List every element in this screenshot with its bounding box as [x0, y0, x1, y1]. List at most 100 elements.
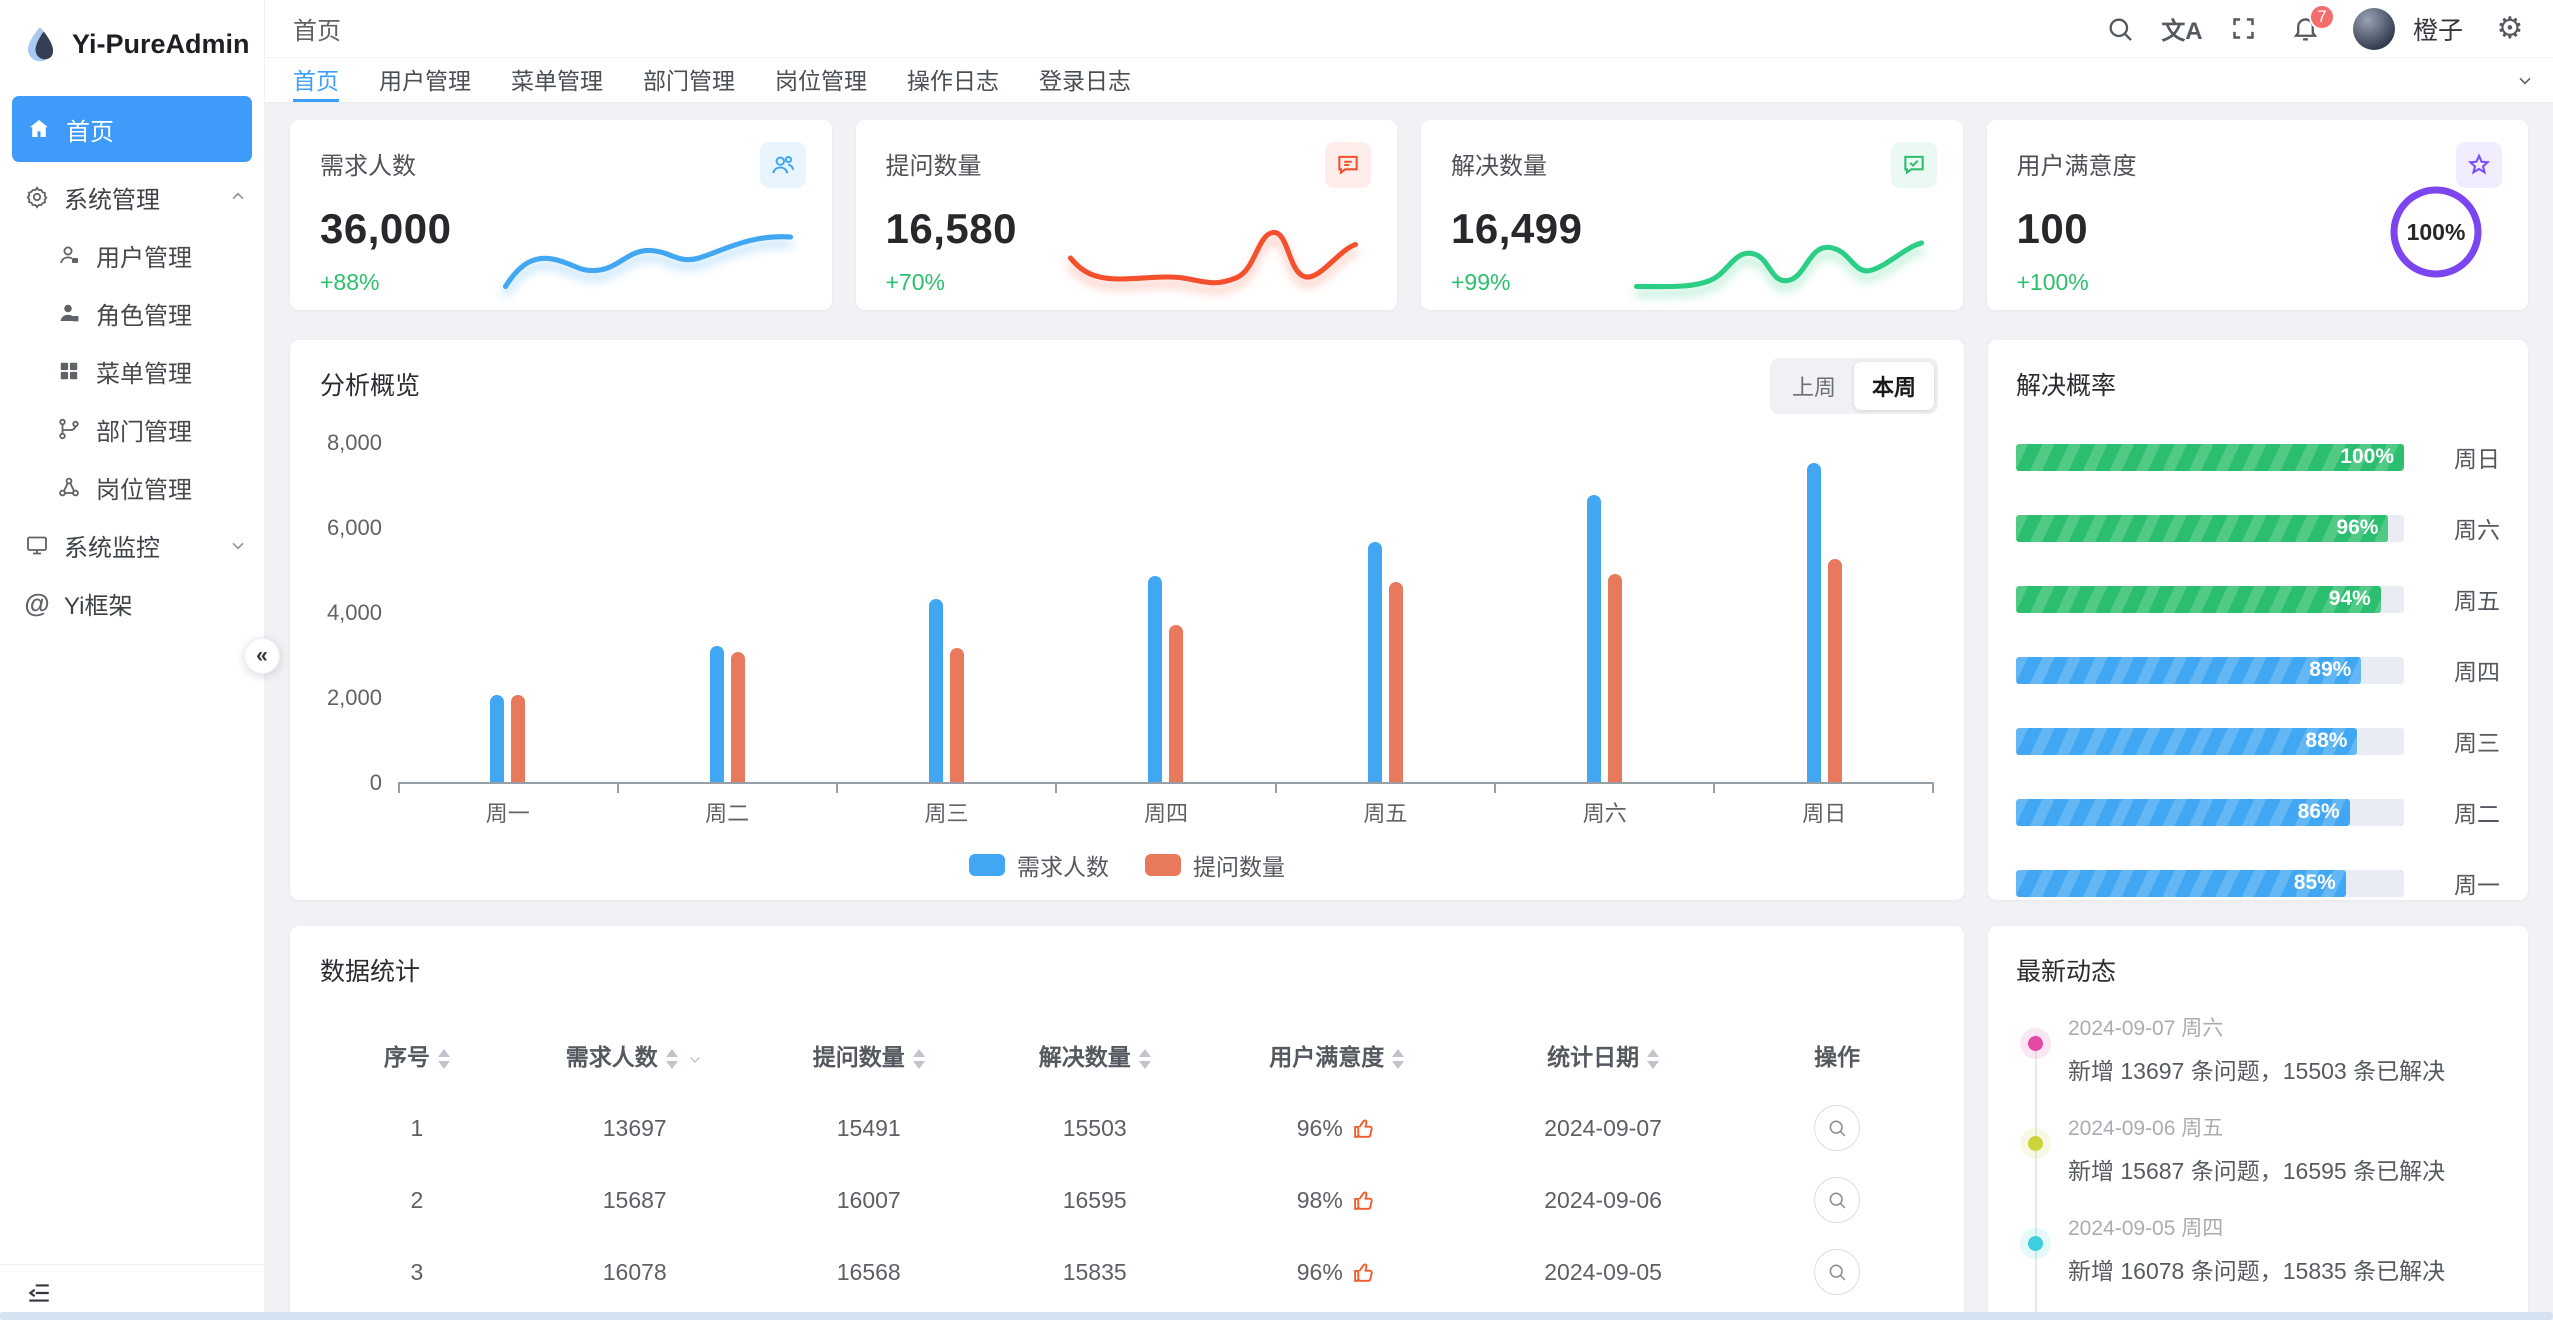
sidebar-item-yi-framework[interactable]: @ Yi框架	[0, 574, 264, 632]
filter-chevron-icon[interactable]	[686, 1050, 704, 1068]
analysis-panel: 分析概览 上周 本周 0 2,000 4,000 6,000 8,000 周一 周二 周三周…	[290, 340, 1964, 900]
view-row-button[interactable]	[1814, 1105, 1861, 1151]
bar-提问数量[interactable]	[1388, 582, 1403, 782]
bar-category-group: 周三	[925, 444, 969, 826]
sidebar-item-department-mgmt[interactable]: 部门管理	[0, 400, 264, 458]
bar-需求人数[interactable]	[1806, 463, 1821, 782]
tab-login-log[interactable]: 登录日志	[1039, 67, 1131, 94]
progress-row: 88% 周三	[2016, 724, 2500, 758]
cell-seq: 1	[410, 1114, 424, 1141]
toggle-this-week[interactable]: 本周	[1853, 362, 1934, 410]
week-toggle: 上周 本周	[1769, 358, 1938, 414]
y-tick-label: 6,000	[326, 515, 382, 540]
notification-bell-icon[interactable]: 7	[2291, 3, 2335, 44]
users-icon	[759, 142, 806, 188]
sort-icon[interactable]	[912, 1048, 925, 1069]
sidebar-item-system-monitor[interactable]: 系统监控	[0, 516, 264, 574]
fullscreen-icon[interactable]	[2229, 14, 2259, 44]
timeline-date: 2024-09-06 周五	[2068, 1117, 2224, 1140]
translate-icon[interactable]: 文A	[2161, 18, 2203, 45]
bar-需求人数[interactable]	[490, 695, 505, 782]
tab-post-mgmt[interactable]: 岗位管理	[775, 67, 867, 94]
search-icon[interactable]	[2105, 14, 2135, 44]
bar-需求人数[interactable]	[709, 646, 724, 782]
sidebar-item-home[interactable]: 首页	[12, 96, 252, 162]
progress-row: 89% 周四	[2016, 653, 2500, 687]
bar-提问数量[interactable]	[730, 652, 745, 782]
cell-date: 2024-09-05	[1544, 1258, 1662, 1285]
toggle-last-week[interactable]: 上周	[1791, 375, 1836, 400]
tabs-dropdown-chevron-icon[interactable]	[2515, 58, 2535, 102]
col-header-rate[interactable]: 用户满意度	[1208, 1016, 1466, 1092]
table-row: 2 15687 16007 16595 98% 2024-09-06	[320, 1164, 1934, 1236]
settings-gear-icon[interactable]: ⚙	[2496, 11, 2524, 45]
progress-fill: 86%	[2016, 798, 2350, 826]
sidebar-item-user-mgmt[interactable]: 用户管理	[0, 226, 264, 284]
bar-需求人数[interactable]	[1587, 495, 1602, 782]
view-row-button[interactable]	[1814, 1177, 1861, 1223]
thumbs-up-icon	[1352, 1188, 1377, 1213]
bar-需求人数[interactable]	[1367, 542, 1382, 782]
cell-seq: 2	[410, 1186, 424, 1213]
bar-需求人数[interactable]	[929, 599, 944, 782]
sort-icon[interactable]	[437, 1048, 450, 1069]
collapse-sidebar-icon[interactable]	[26, 1280, 52, 1306]
progress-row: 94% 周五	[2016, 582, 2500, 616]
sidebar-item-menu-mgmt[interactable]: 菜单管理	[0, 342, 264, 400]
sort-icon[interactable]	[665, 1048, 678, 1069]
sidebar-item-post-mgmt[interactable]: 岗位管理	[0, 458, 264, 516]
card-delta: +88%	[320, 269, 380, 295]
bar-提问数量[interactable]	[511, 695, 526, 782]
col-header-solve[interactable]: 解决数量	[982, 1016, 1208, 1092]
tab-user-mgmt[interactable]: 用户管理	[379, 67, 471, 94]
timeline-text: 新增 13697 条问题，15503 条已解决	[2068, 1058, 2446, 1084]
horizontal-scrollbar[interactable]	[0, 1312, 2553, 1320]
sidebar-item-role-mgmt[interactable]: 角色管理	[0, 284, 264, 342]
x-category-label: 周二	[705, 801, 750, 826]
tab-bar: 首页 用户管理 菜单管理 部门管理 岗位管理 操作日志 登录日志	[265, 57, 2553, 103]
scrollbar-thumb[interactable]	[0, 1312, 2553, 1320]
col-header-seq[interactable]: 序号	[320, 1016, 514, 1092]
sidebar-item-label: 系统管理	[64, 186, 160, 214]
card-title: 解决数量	[1451, 153, 1547, 180]
card-value: 16,499	[1451, 205, 1583, 252]
sort-icon[interactable]	[1138, 1048, 1151, 1069]
sort-icon[interactable]	[1392, 1048, 1405, 1069]
tab-department-mgmt[interactable]: 部门管理	[643, 67, 735, 94]
progress-fill: 85%	[2016, 869, 2346, 897]
sort-icon[interactable]	[1647, 1048, 1660, 1069]
progress-day-label: 周五	[2454, 588, 2500, 614]
y-axis: 0 2,000 4,000 6,000 8,000	[320, 430, 398, 795]
col-header-actions: 操作	[1814, 1044, 1861, 1070]
sidebar-menu: 首页 系统管理 用户管理 角色管理 菜单管	[0, 88, 264, 1264]
y-tick-label: 2,000	[326, 685, 382, 710]
table-row: 3 16078 16568 15835 96% 2024-09-05	[320, 1236, 1934, 1308]
legend-demand[interactable]: 需求人数	[969, 848, 1109, 882]
tab-menu-mgmt[interactable]: 菜单管理	[511, 67, 603, 94]
col-header-ask[interactable]: 提问数量	[756, 1016, 982, 1092]
col-header-demand[interactable]: 需求人数	[514, 1016, 756, 1092]
tab-operation-log[interactable]: 操作日志	[907, 67, 999, 94]
y-tick-label: 4,000	[326, 600, 382, 625]
bar-提问数量[interactable]	[1169, 625, 1184, 782]
satisfaction-ring: 100%	[2386, 182, 2486, 282]
sidebar-item-system-mgmt[interactable]: 系统管理	[0, 168, 264, 226]
main-area: 首页 文A 7 橙子 ⚙ 首页 用户管理 菜单管理 部门管理 岗位管理 操作日志…	[265, 0, 2553, 1320]
legend-questions[interactable]: 提问数量	[1145, 848, 1285, 882]
bar-提问数量[interactable]	[1827, 559, 1842, 782]
logo[interactable]: Yi-PureAdmin	[0, 0, 264, 88]
sidebar-collapse-fab[interactable]: «	[244, 638, 280, 674]
tab-home[interactable]: 首页	[293, 58, 339, 102]
bar-需求人数[interactable]	[1148, 576, 1163, 782]
progress-track: 85%	[2016, 869, 2404, 897]
avatar[interactable]	[2352, 7, 2395, 50]
view-row-button[interactable]	[1814, 1249, 1861, 1295]
progress-track: 89%	[2016, 656, 2404, 684]
plot-wrap: 周一 周二 周三 周四 周五 周六 周日	[398, 444, 1934, 826]
bar-提问数量[interactable]	[950, 648, 965, 782]
bar-提问数量[interactable]	[1608, 574, 1623, 782]
col-header-date[interactable]: 统计日期	[1466, 1016, 1740, 1092]
progress-day-label: 周一	[2454, 872, 2500, 898]
app-title: Yi-PureAdmin	[72, 28, 250, 59]
x-category-label: 周三	[924, 801, 969, 826]
